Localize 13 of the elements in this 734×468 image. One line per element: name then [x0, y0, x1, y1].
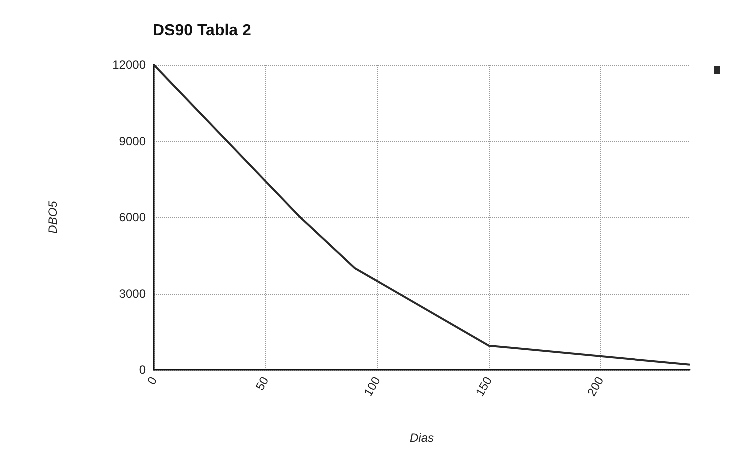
x-tick-label: 150: [472, 374, 496, 399]
y-axis-title: DBO5: [46, 200, 60, 234]
x-tick-label: 50: [252, 374, 272, 394]
y-tick-label: 0: [139, 363, 146, 377]
x-tick-label: 100: [361, 374, 384, 399]
chart-title: DS90 Tabla 2: [153, 22, 252, 40]
y-tick-label: 9000: [119, 134, 146, 148]
x-axis-title: Dias: [410, 431, 434, 445]
y-tick-label: 6000: [119, 210, 146, 224]
x-tick-label: 200: [584, 374, 607, 399]
y-tick-label: 12000: [112, 58, 146, 72]
x-tick-label: 0: [144, 374, 160, 388]
y-tick-label: 3000: [119, 286, 146, 301]
